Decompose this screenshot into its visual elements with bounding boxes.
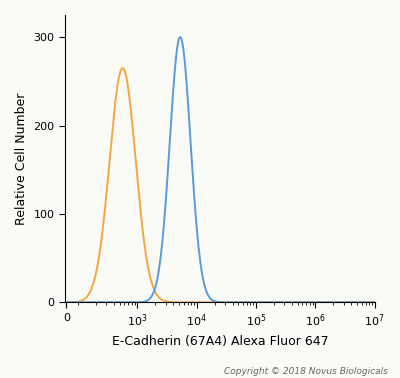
Y-axis label: Relative Cell Number: Relative Cell Number [15, 93, 28, 225]
X-axis label: E-Cadherin (67A4) Alexa Fluor 647: E-Cadherin (67A4) Alexa Fluor 647 [112, 335, 328, 348]
Text: Copyright © 2018 Novus Biologicals: Copyright © 2018 Novus Biologicals [224, 367, 388, 376]
